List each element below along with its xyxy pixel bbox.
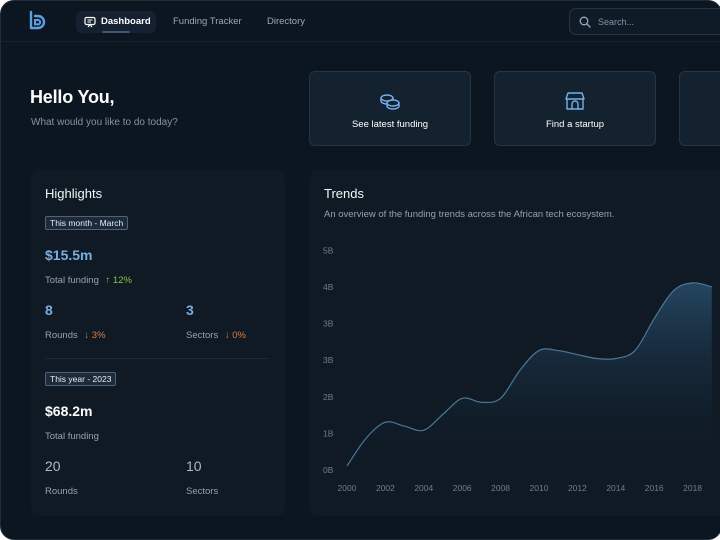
month-funding-change: ↑ 12% [105, 275, 132, 286]
y-tick-label: 3B [323, 319, 334, 329]
tab-dashboard-label: Dashboard [101, 16, 151, 27]
dashboard-icon [84, 16, 96, 28]
month-sectors-text: Sectors [186, 330, 219, 341]
year-rounds-label: Rounds [45, 486, 78, 497]
y-tick-label: 1B [323, 428, 334, 438]
trends-title: Trends [324, 186, 364, 201]
action-card-partial[interactable] [679, 71, 720, 146]
storefront-icon [565, 92, 585, 110]
x-tick-label: 2016 [645, 483, 664, 493]
active-tab-indicator [102, 31, 130, 33]
month-sectors-change-value: 0% [232, 330, 246, 341]
search-box[interactable] [569, 8, 720, 35]
x-tick-label: 2000 [338, 483, 357, 493]
x-tick-label: 2006 [453, 483, 472, 493]
y-tick-label: 0B [323, 465, 334, 475]
see-latest-funding-card[interactable]: See latest funding [309, 71, 471, 146]
tab-dashboard[interactable]: Dashboard [76, 11, 156, 33]
year-sectors-label: Sectors [186, 486, 219, 497]
find-a-startup-label: Find a startup [545, 119, 605, 130]
funding-trend-line [346, 282, 712, 467]
month-rounds-label: Rounds ↓ 3% [45, 330, 106, 341]
top-nav: Dashboard Funding Tracker Directory [1, 1, 720, 42]
month-rounds-change-value: 3% [91, 330, 106, 341]
x-tick-label: 2004 [414, 483, 433, 493]
x-tick-label: 2002 [376, 483, 395, 493]
month-total-funding-label: Total funding ↑ 12% [45, 275, 132, 286]
month-total-funding-value: $15.5m [45, 247, 93, 263]
x-tick-label: 2012 [568, 483, 587, 493]
search-icon [579, 16, 591, 28]
this-year-badge: This year - 2023 [45, 372, 117, 386]
funding-area-fill [347, 282, 712, 470]
trends-subtitle: An overview of the funding trends across… [324, 209, 615, 220]
x-tick-label: 2018 [683, 483, 702, 493]
greeting-title: Hello You, [30, 87, 115, 107]
x-tick-label: 2008 [491, 483, 510, 493]
this-month-badge: This month - March [45, 216, 129, 230]
year-sectors-value: 10 [186, 458, 202, 474]
year-total-funding-value: $68.2m [45, 403, 93, 419]
month-rounds-change: ↓ 3% [84, 330, 106, 341]
year-total-funding-label: Total funding [45, 431, 99, 442]
trends-chart: 0B 1B 2B 3B 3B 4B 5B 2000 2002 2004 2006 2008 2010 2… [323, 245, 712, 493]
highlights-title: Highlights [45, 186, 103, 201]
month-sectors-change: ↓ 0% [224, 330, 246, 341]
tab-directory[interactable]: Directory [267, 16, 306, 27]
logo-icon[interactable] [27, 10, 49, 32]
highlights-divider [45, 358, 269, 359]
find-a-startup-card[interactable]: Find a startup [494, 71, 656, 146]
y-tick-label: 2B [323, 392, 334, 402]
search-input[interactable] [598, 13, 718, 31]
y-tick-label: 3B [323, 355, 334, 365]
month-funding-change-value: 12% [112, 275, 132, 286]
y-tick-label: 4B [323, 282, 334, 292]
x-tick-label: 2014 [606, 483, 625, 493]
x-tick-label: 2010 [530, 483, 549, 493]
month-rounds-value: 8 [45, 302, 53, 318]
y-tick-label: 5B [323, 245, 334, 255]
month-sectors-value: 3 [186, 302, 194, 318]
see-latest-funding-label: See latest funding [351, 119, 429, 130]
tab-funding-tracker[interactable]: Funding Tracker [173, 16, 242, 27]
month-total-funding-text: Total funding [45, 275, 99, 286]
year-rounds-value: 20 [45, 458, 61, 474]
coins-icon [380, 94, 400, 110]
greeting-subtitle: What would you like to do today? [31, 117, 178, 128]
month-rounds-text: Rounds [45, 330, 78, 341]
month-sectors-label: Sectors ↓ 0% [186, 330, 246, 341]
